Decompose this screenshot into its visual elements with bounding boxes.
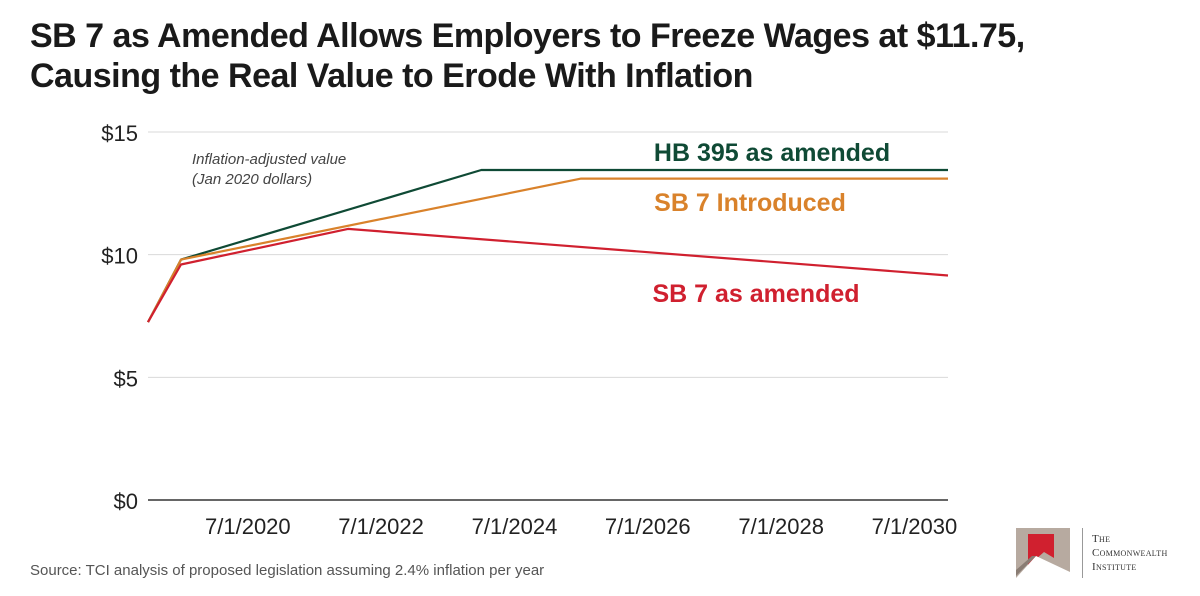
chart-annotation: Inflation-adjusted value xyxy=(192,151,346,168)
series-label: SB 7 as amended xyxy=(652,280,859,308)
chart-title: SB 7 as Amended Allows Employers to Free… xyxy=(30,16,1170,96)
y-tick-label: $10 xyxy=(101,244,138,269)
series-line xyxy=(147,177,948,323)
logo-mark-icon xyxy=(1016,528,1070,578)
series-label: SB 7 Introduced xyxy=(654,189,846,217)
y-tick-label: $5 xyxy=(114,366,138,391)
x-tick-label: 7/1/2026 xyxy=(605,514,691,539)
x-tick-label: 7/1/2022 xyxy=(338,514,424,539)
line-chart: $0 $5 $10 $15 7/1/2020 7/1/2022 7/1/2024 7/1/20… xyxy=(101,121,958,539)
y-tick-label: $0 xyxy=(114,489,138,514)
commonwealth-institute-logo: The Commonwealth Institute xyxy=(1014,522,1184,582)
source-note: Source: TCI analysis of proposed legisla… xyxy=(30,562,545,579)
x-tick-label: 7/1/2024 xyxy=(472,514,558,539)
y-tick-label: $15 xyxy=(101,121,138,146)
x-tick-label: 7/1/2028 xyxy=(738,514,824,539)
series-line xyxy=(147,227,949,323)
title-line-2: Causing the Real Value to Erode With Inf… xyxy=(30,57,753,95)
x-tick-label: 7/1/2030 xyxy=(872,514,958,539)
logo-line-3: Institute xyxy=(1092,561,1137,573)
title-line-1: SB 7 as Amended Allows Employers to Free… xyxy=(30,17,1025,55)
x-tick-label: 7/1/2020 xyxy=(205,514,291,539)
chart-annotation: (Jan 2020 dollars) xyxy=(192,171,312,188)
logo-line-1: The xyxy=(1092,533,1111,545)
logo-line-2: Commonwealth xyxy=(1092,547,1168,559)
logo-wordmark: The Commonwealth Institute xyxy=(1092,532,1168,574)
logo-divider xyxy=(1082,528,1083,578)
series-label: HB 395 as amended xyxy=(654,139,890,167)
